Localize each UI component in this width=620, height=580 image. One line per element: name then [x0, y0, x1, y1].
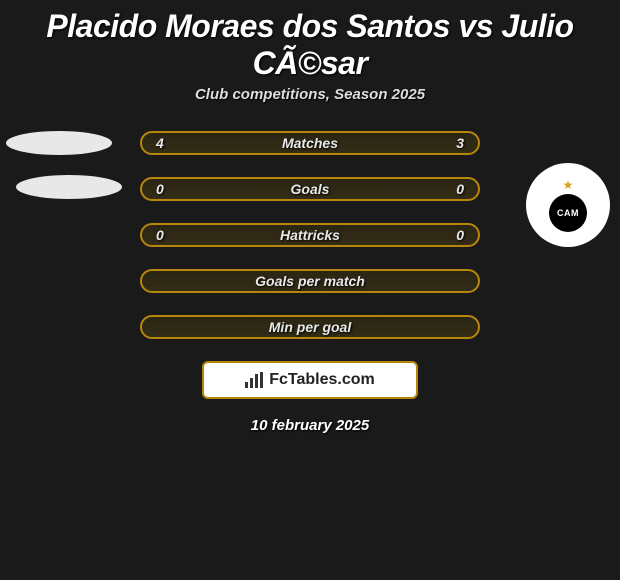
- stat-right-value: 0: [456, 181, 464, 197]
- stat-right-value: 3: [456, 135, 464, 151]
- stat-label: Hattricks: [280, 227, 340, 243]
- page-title: Placido Moraes dos Santos vs Julio CÃ©sa…: [0, 0, 620, 86]
- stat-row: Min per goal: [0, 315, 620, 339]
- stat-left-value: 4: [156, 135, 164, 151]
- source-brand: FcTables.com: [269, 371, 375, 389]
- stat-label: Goals: [291, 181, 330, 197]
- stat-row: 4 Matches 3: [0, 131, 620, 155]
- stat-row: 0 Hattricks 0: [0, 223, 620, 247]
- stat-left-value: 0: [156, 181, 164, 197]
- comparison-card: Placido Moraes dos Santos vs Julio CÃ©sa…: [0, 0, 620, 434]
- stat-right-value: 0: [456, 227, 464, 243]
- stat-left-value: 0: [156, 227, 164, 243]
- stat-bar-min-per-goal: Min per goal: [140, 315, 480, 339]
- stats-block: ★ CAM 4 Matches 3 0 Goals 0 0 Hattricks …: [0, 131, 620, 339]
- stat-label: Goals per match: [255, 273, 365, 289]
- stat-row: Goals per match: [0, 269, 620, 293]
- stat-bar-goals: 0 Goals 0: [140, 177, 480, 201]
- stat-row: 0 Goals 0: [0, 177, 620, 201]
- snapshot-date: 10 february 2025: [0, 417, 620, 434]
- stat-bar-hattricks: 0 Hattricks 0: [140, 223, 480, 247]
- stat-bar-matches: 4 Matches 3: [140, 131, 480, 155]
- stat-label: Matches: [282, 135, 338, 151]
- subtitle: Club competitions, Season 2025: [0, 86, 620, 103]
- bar-chart-icon: [245, 372, 263, 388]
- stat-bar-goals-per-match: Goals per match: [140, 269, 480, 293]
- source-badge[interactable]: FcTables.com: [202, 361, 418, 399]
- stat-label: Min per goal: [269, 319, 351, 335]
